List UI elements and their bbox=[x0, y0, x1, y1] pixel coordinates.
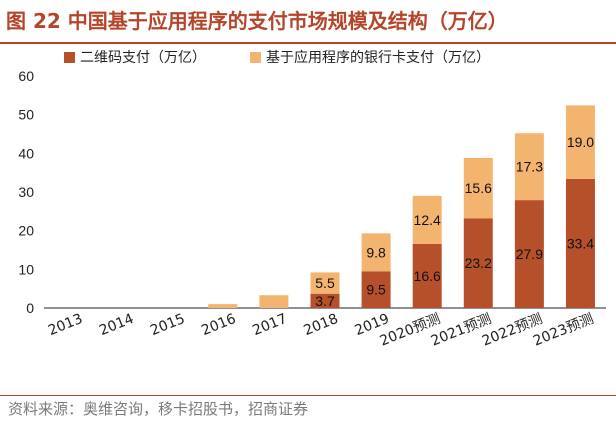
data-label: 33.4 bbox=[567, 235, 594, 251]
x-tick-label: 2013 bbox=[46, 311, 85, 339]
x-tick-label: 2015 bbox=[148, 311, 187, 339]
bar-segment bbox=[412, 195, 442, 244]
data-label: 27.9 bbox=[516, 246, 543, 262]
legend-label: 二维码支付（万亿） bbox=[80, 50, 206, 66]
bar-segment bbox=[259, 295, 289, 308]
legend-label: 基于应用程序的银行卡支付（万亿） bbox=[266, 49, 490, 66]
data-label: 9.8 bbox=[366, 244, 386, 260]
y-tick-label: 50 bbox=[18, 107, 34, 123]
source-note: 资料来源：奥维咨询，移卡招股书，招商证券 bbox=[8, 400, 309, 418]
data-label: 15.6 bbox=[465, 180, 492, 196]
legend-swatch bbox=[250, 52, 261, 63]
bar-segment bbox=[463, 157, 493, 219]
y-tick-label: 40 bbox=[18, 145, 34, 161]
x-tick-label: 2018 bbox=[301, 311, 340, 339]
bar-segment bbox=[208, 304, 238, 308]
title-divider bbox=[0, 42, 616, 44]
y-tick-label: 0 bbox=[26, 300, 34, 316]
x-tick-label: 2016 bbox=[199, 311, 238, 339]
y-tick-label: 60 bbox=[18, 68, 34, 84]
source-divider bbox=[0, 395, 616, 396]
bar-segment bbox=[514, 133, 544, 201]
y-tick-label: 20 bbox=[18, 223, 34, 239]
bar-segment bbox=[412, 243, 442, 308]
bar-segment bbox=[565, 105, 595, 179]
bar-segment bbox=[463, 218, 493, 308]
bar-segment bbox=[310, 293, 340, 308]
data-label: 3.7 bbox=[315, 293, 335, 309]
bar-segment bbox=[361, 271, 391, 308]
bar-segment bbox=[565, 178, 595, 308]
data-label: 12.4 bbox=[414, 212, 441, 228]
data-label: 23.2 bbox=[465, 255, 492, 271]
data-label: 17.3 bbox=[516, 159, 543, 175]
legend-swatch bbox=[64, 52, 75, 63]
data-label: 5.5 bbox=[315, 275, 335, 291]
chart-title: 图 22 中国基于应用程序的支付市场规模及结构（万亿） bbox=[6, 9, 508, 33]
bar-segment bbox=[310, 272, 340, 294]
data-label: 16.6 bbox=[414, 268, 441, 284]
bar-segment bbox=[514, 200, 544, 308]
bar-segment bbox=[361, 233, 391, 272]
y-tick-label: 10 bbox=[18, 261, 34, 277]
y-tick-label: 30 bbox=[18, 184, 34, 200]
x-tick-label: 2014 bbox=[97, 311, 136, 339]
x-tick-label: 2017 bbox=[250, 311, 289, 339]
data-label: 9.5 bbox=[366, 282, 386, 298]
stacked-bar-chart: 二维码支付（万亿） 基于应用程序的银行卡支付（万亿） 0 10 20 30 40 50 60 20… bbox=[18, 49, 606, 350]
data-label: 19.0 bbox=[567, 134, 594, 150]
